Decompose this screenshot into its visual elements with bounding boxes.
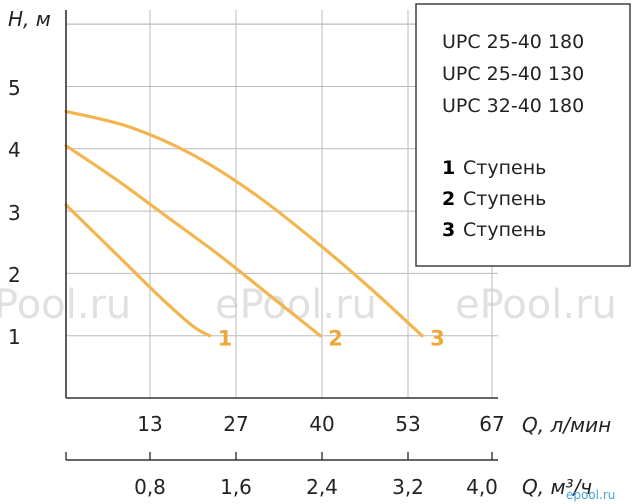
curves: [64, 109, 424, 338]
y-axis-title: H, м: [8, 7, 51, 31]
legend-model-1: UPC 25-40 180: [442, 31, 584, 53]
y-tick-label-1: 1: [8, 325, 21, 349]
y-tick-labels: 5 4 3 2 1: [8, 76, 21, 349]
curve-labels: 1 2 3: [218, 327, 445, 351]
x-tick-labels: 13 27 40 53 67: [137, 412, 504, 436]
legend: UPC 25-40 180 UPC 25-40 130 UPC 32-40 18…: [415, 3, 631, 267]
x2-tick-label-3-2: 3,2: [392, 475, 424, 499]
x2-tick-label-1-6: 1,6: [220, 475, 252, 499]
watermark-small: epool.ru: [566, 488, 615, 502]
x-tick-label-53: 53: [395, 412, 420, 436]
watermark-2: ePool.ru: [215, 282, 377, 328]
legend-stage-2-text: Ступень: [463, 188, 546, 210]
legend-stage-1-text: Ступень: [463, 157, 546, 179]
x2-tick-label-2-4: 2,4: [306, 475, 338, 499]
watermark-3: ePool.ru: [455, 282, 617, 328]
x2-tick-label-0-8: 0,8: [134, 475, 166, 499]
legend-stage-3-text: Ступень: [463, 219, 546, 241]
legend-stage-3-num: 3: [442, 219, 455, 241]
legend-model-2: UPC 25-40 130: [442, 63, 584, 85]
y-tick-label-4: 4: [8, 138, 21, 162]
x-tick-label-13: 13: [137, 412, 162, 436]
legend-model-3: UPC 32-40 180: [442, 95, 584, 117]
x2-tick-label-4-0: 4,0: [466, 475, 498, 499]
curve-stage-3: [64, 109, 424, 338]
y-tick-label-3: 3: [8, 201, 21, 225]
x2-axis-ticks: [65, 452, 493, 460]
curve-label-2: 2: [328, 327, 343, 351]
x-tick-label-67: 67: [479, 412, 504, 436]
x-tick-label-27: 27: [223, 412, 248, 436]
x-axis-title: Q, л/мин: [522, 413, 611, 437]
curve-stage-2: [64, 144, 322, 338]
y-tick-label-2: 2: [8, 263, 21, 287]
x2-tick-labels: 0,8 1,6 2,4 3,2 4,0: [134, 475, 498, 499]
y-tick-label-5: 5: [8, 76, 21, 100]
legend-stage-2-num: 2: [442, 188, 455, 210]
legend-stage-1-num: 1: [442, 157, 455, 179]
curve-label-1: 1: [218, 327, 233, 351]
x2-axis-title: Q, м³/ч: [522, 475, 592, 499]
x-tick-label-40: 40: [309, 412, 334, 436]
legend-box: [415, 3, 631, 267]
curve-stage-1: [64, 203, 212, 338]
curve-label-3: 3: [430, 327, 445, 351]
